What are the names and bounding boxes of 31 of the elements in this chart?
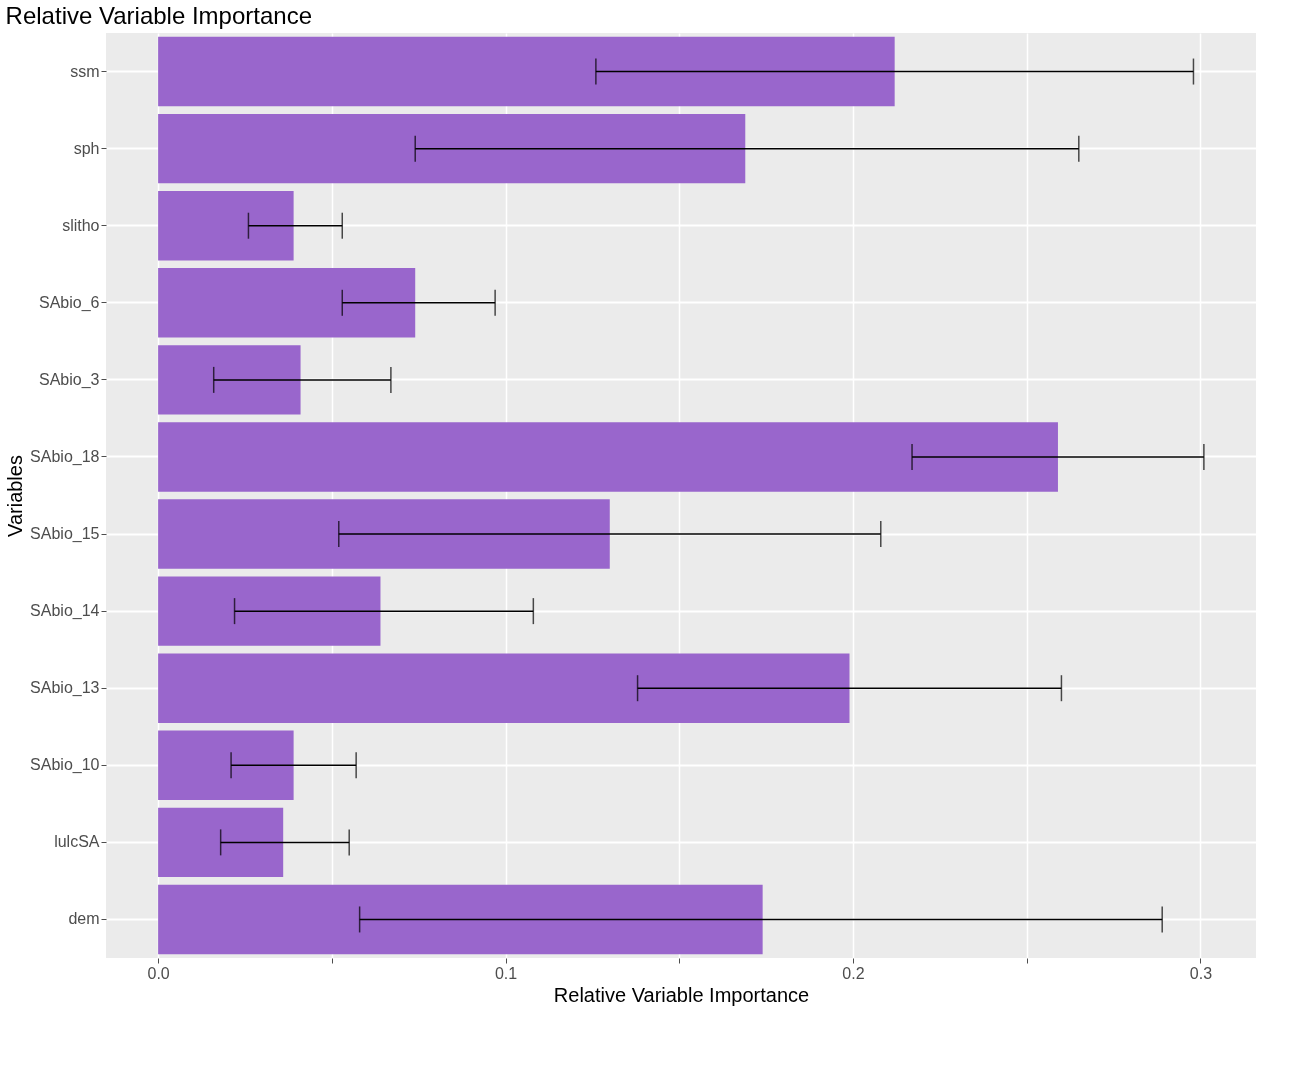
x-tick-label: 0.2 [842,964,865,982]
x-tick-label: 0.3 [1189,964,1213,982]
bar [158,268,416,338]
bar [158,576,381,646]
y-tick-label: SAbio_14 [30,602,100,621]
bar [158,653,850,723]
y-tick-label: SAbio_3 [39,370,100,389]
y-axis-title: Variables [4,455,27,537]
y-tick-label: SAbio_15 [30,525,100,544]
y-tick-label: lulcSA [54,833,100,851]
bar [158,191,294,261]
y-tick-label: SAbio_6 [39,293,100,312]
bar [158,113,746,184]
bar [158,807,284,878]
x-tick-label: 0.1 [494,964,518,982]
y-tick-label: SAbio_13 [30,679,100,698]
bar [158,730,294,800]
x-axis-title: Relative Variable Importance [553,983,810,1006]
chart-title: Relative Variable Importance [5,2,312,29]
bar [158,884,763,955]
y-tick-label: ssm [70,62,100,80]
y-tick-label: slitho [62,216,100,234]
y-tick-label: dem [68,910,100,928]
bar [158,36,895,107]
y-tick-label: SAbio_18 [30,447,100,466]
y-tick-label: sph [73,139,100,157]
y-tick-label: SAbio_10 [30,756,100,775]
bar [158,499,610,569]
bar [158,345,301,415]
x-tick-label: 0.0 [147,964,170,982]
bar [158,422,1058,492]
